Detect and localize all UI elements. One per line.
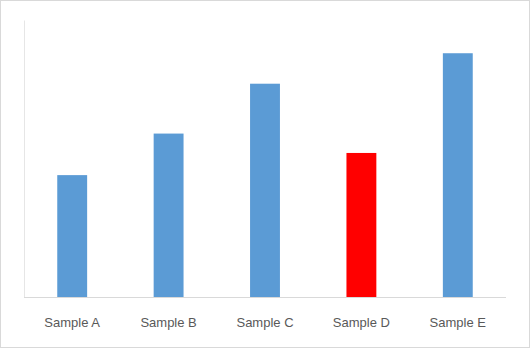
x-tick-label: Sample B — [140, 315, 196, 330]
bar — [250, 84, 280, 297]
x-tick-label: Sample D — [333, 315, 390, 330]
y-axis — [24, 21, 25, 298]
x-tick: Sample C — [236, 297, 293, 330]
x-axis-line — [24, 297, 506, 298]
x-tick: Sample A — [44, 297, 100, 330]
x-tick: Sample B — [140, 297, 196, 330]
x-tick: Sample E — [430, 297, 487, 330]
x-tick-label: Sample E — [430, 315, 487, 330]
x-tick: Sample D — [333, 297, 390, 330]
bar — [443, 53, 473, 297]
bars — [57, 53, 472, 297]
chart: Sample A Sample B Sample C Sample D Sample E — [0, 0, 530, 348]
bar — [154, 134, 184, 297]
x-tick-label: Sample A — [44, 315, 100, 330]
y-axis-line — [24, 21, 25, 298]
x-tick-label: Sample C — [236, 315, 293, 330]
bar — [57, 175, 87, 297]
bar — [346, 153, 376, 297]
x-axis: Sample A Sample B Sample C Sample D Sample E — [24, 297, 506, 330]
chart-frame — [1, 1, 530, 348]
